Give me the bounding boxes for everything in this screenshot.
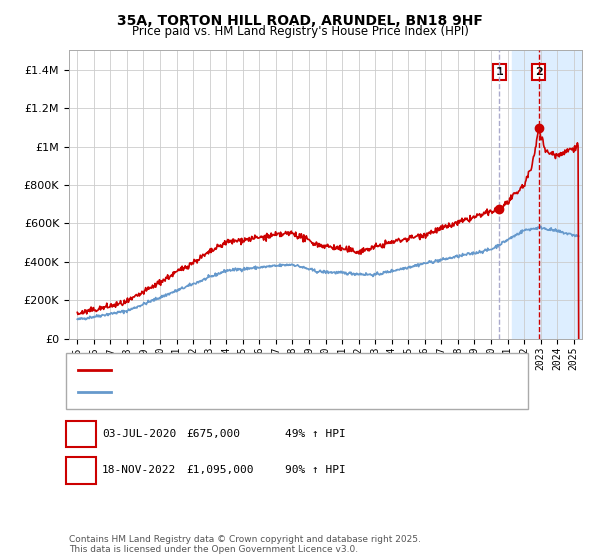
Text: 03-JUL-2020: 03-JUL-2020 [102, 429, 176, 439]
Text: 35A, TORTON HILL ROAD, ARUNDEL, BN18 9HF (detached house): 35A, TORTON HILL ROAD, ARUNDEL, BN18 9HF… [117, 365, 456, 375]
Text: Contains HM Land Registry data © Crown copyright and database right 2025.
This d: Contains HM Land Registry data © Crown c… [69, 535, 421, 554]
Text: HPI: Average price, detached house, Arun: HPI: Average price, detached house, Arun [117, 387, 335, 397]
Text: 2: 2 [535, 67, 542, 77]
Text: £1,095,000: £1,095,000 [186, 465, 254, 475]
Bar [512, 50, 590, 339]
Text: 2: 2 [77, 464, 85, 477]
Text: 1: 1 [496, 67, 503, 77]
Text: Price paid vs. HM Land Registry's House Price Index (HPI): Price paid vs. HM Land Registry's House … [131, 25, 469, 38]
Text: 90% ↑ HPI: 90% ↑ HPI [285, 465, 346, 475]
Text: 49% ↑ HPI: 49% ↑ HPI [285, 429, 346, 439]
Text: 18-NOV-2022: 18-NOV-2022 [102, 465, 176, 475]
Text: 35A, TORTON HILL ROAD, ARUNDEL, BN18 9HF: 35A, TORTON HILL ROAD, ARUNDEL, BN18 9HF [117, 14, 483, 28]
Text: £675,000: £675,000 [186, 429, 240, 439]
Text: 1: 1 [77, 427, 85, 441]
